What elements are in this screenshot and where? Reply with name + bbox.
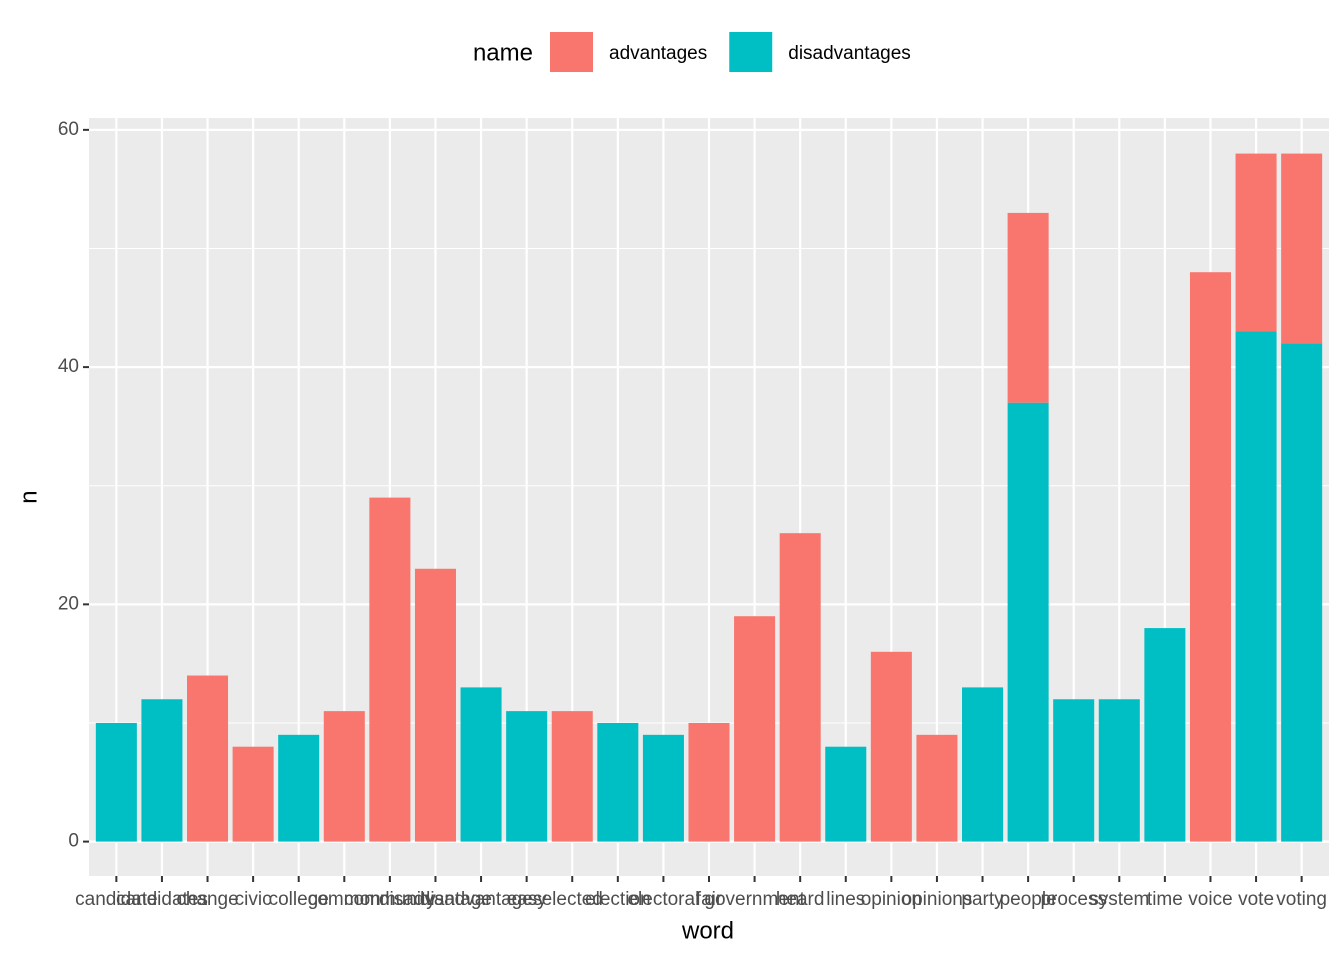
bar-segment	[1281, 343, 1323, 842]
x-tick-label: opinion	[861, 889, 922, 910]
legend-swatch	[550, 32, 593, 72]
bar-segment	[916, 734, 958, 842]
bar-segment	[460, 687, 502, 842]
x-tick-label: common	[308, 889, 381, 910]
bar-segment	[1235, 153, 1277, 332]
bar-segment	[506, 711, 548, 842]
bar-segment	[1007, 402, 1049, 842]
bar-segment	[688, 722, 730, 842]
x-tick-label: civic	[235, 889, 272, 910]
legend-swatch	[729, 32, 773, 72]
y-tick-label: 0	[68, 831, 79, 852]
bar-segment	[870, 651, 912, 842]
bar-segment	[551, 711, 593, 842]
x-tick-label: easy	[507, 889, 548, 910]
y-axis-title: n	[15, 490, 42, 503]
x-tick-label: heard	[776, 889, 825, 910]
x-tick-label: change	[176, 889, 238, 910]
bar-segment	[1053, 699, 1095, 842]
legend-title: name	[473, 39, 533, 66]
x-tick-label: election	[585, 889, 651, 910]
x-tick-label: people	[1000, 889, 1057, 910]
x-axis-title: word	[681, 917, 734, 944]
y-tick-label: 40	[58, 356, 79, 377]
x-tick-label: time	[1147, 889, 1183, 910]
x-tick-label: electoral	[627, 889, 699, 910]
bar-segment	[1007, 212, 1049, 403]
bar-segment	[1098, 699, 1140, 842]
y-tick-label: 20	[58, 593, 79, 614]
bar-segment	[1144, 628, 1186, 842]
x-tick-label: lines	[826, 889, 865, 910]
bar-segment	[95, 722, 137, 842]
bar-segment	[1281, 153, 1323, 344]
bar-segment	[232, 746, 274, 842]
x-tick-label: fair	[696, 889, 723, 910]
x-tick-label: disadvantage	[379, 889, 492, 910]
legend-label: advantages	[609, 43, 707, 64]
x-tick-label: process	[1040, 889, 1107, 910]
y-tick-label: 60	[58, 119, 79, 140]
x-tick-label: candidate	[75, 889, 157, 910]
x-tick-label: government	[704, 889, 805, 910]
x-tick-label: college	[269, 889, 329, 910]
bar-segment	[1235, 331, 1277, 842]
bar-segment	[825, 746, 867, 842]
bar-segment	[369, 497, 411, 842]
legend-label: disadvantages	[788, 43, 911, 64]
x-tick-label: party	[961, 889, 1004, 910]
bar-segment	[597, 722, 639, 842]
bar-segment	[141, 699, 183, 842]
bar-segment	[962, 687, 1004, 842]
x-tick-label: community	[344, 889, 436, 910]
x-tick-label: elected	[542, 889, 603, 910]
x-tick-label: voice	[1188, 889, 1232, 910]
bar-segment	[642, 734, 684, 842]
bar-segment	[734, 616, 776, 842]
bar-segment	[278, 734, 320, 842]
x-tick-label: voting	[1276, 889, 1327, 910]
bar-segment	[1189, 272, 1231, 842]
x-tick-label: opinions	[902, 889, 973, 910]
x-tick-label: disadvantages	[420, 889, 543, 910]
bar-segment	[414, 568, 456, 842]
x-tick-label: vote	[1238, 889, 1274, 910]
bar-segment	[187, 675, 229, 842]
bar-segment	[779, 533, 821, 842]
x-tick-label: candidates	[116, 889, 208, 910]
bar-segment	[323, 711, 365, 842]
x-tick-label: system	[1089, 889, 1149, 910]
